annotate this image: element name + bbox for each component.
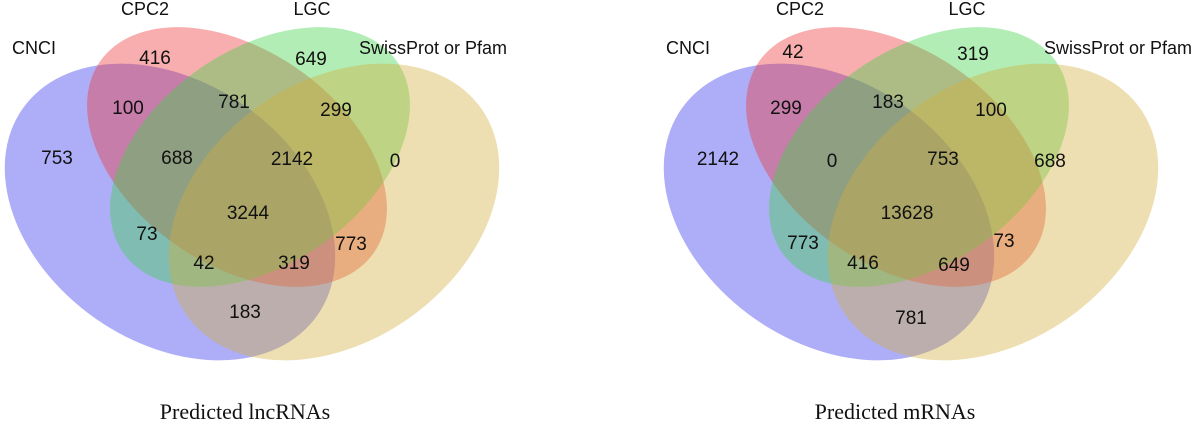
set-label-swissprot-pfam: SwissProt or Pfam <box>1044 38 1192 58</box>
region-value: 688 <box>161 148 193 169</box>
region-value: 649 <box>938 255 970 276</box>
ellipse-swissprot-pfam <box>168 63 500 361</box>
panel-title-mrna: Predicted mRNAs <box>815 399 976 423</box>
set-label-cnci: CNCI <box>12 38 56 58</box>
region-value: 100 <box>975 100 1007 121</box>
region-value: 781 <box>218 92 250 113</box>
region-value: 42 <box>193 253 214 274</box>
region-value: 0 <box>827 151 838 172</box>
set-label-lgc: LGC <box>293 0 330 19</box>
region-values: 753 416 649 0 100 781 299 688 2142 3244 … <box>41 48 400 323</box>
region-value: 773 <box>787 233 819 254</box>
region-value: 100 <box>112 98 144 119</box>
panel-title-lncrna: Predicted lncRNAs <box>160 399 330 423</box>
ellipse-cpc2 <box>87 27 387 287</box>
ellipse-cnci <box>4 63 336 361</box>
region-value: 753 <box>927 149 959 170</box>
set-label-cpc2: CPC2 <box>121 0 169 19</box>
region-value: 2142 <box>697 149 739 170</box>
region-value: 773 <box>335 234 367 255</box>
set-label-swissprot-pfam: SwissProt or Pfam <box>359 38 507 58</box>
set-label-cnci: CNCI <box>666 38 710 58</box>
ellipse-lgc <box>110 27 410 287</box>
set-label-cpc2: CPC2 <box>776 0 824 19</box>
region-value: 183 <box>872 92 904 113</box>
ellipse-lgc <box>769 27 1069 287</box>
region-value: 319 <box>278 253 310 274</box>
region-value: 416 <box>139 48 171 69</box>
region-value: 688 <box>1034 151 1066 172</box>
region-value: 73 <box>136 224 157 245</box>
set-label-lgc: LGC <box>948 0 985 19</box>
ellipse-swissprot-pfam <box>827 63 1159 361</box>
region-value: 299 <box>770 98 802 119</box>
region-value: 299 <box>320 100 352 121</box>
ellipse-cpc2 <box>746 27 1046 287</box>
region-value: 13628 <box>881 203 934 224</box>
region-value: 753 <box>41 148 73 169</box>
region-value: 3244 <box>227 203 270 224</box>
region-value: 416 <box>847 253 879 274</box>
region-value: 183 <box>229 302 261 323</box>
region-value: 319 <box>957 44 989 65</box>
region-value: 73 <box>993 231 1014 252</box>
venn-panel-mrna: CNCI CPC2 LGC SwissProt or Pfam 2142 42 … <box>663 0 1192 423</box>
region-value: 781 <box>895 308 927 329</box>
venn-panel-lncrna: CNCI CPC2 LGC SwissProt or Pfam 753 416 … <box>4 0 507 423</box>
region-value: 42 <box>782 42 803 63</box>
ellipse-cnci <box>663 63 995 361</box>
region-value: 2142 <box>271 149 313 170</box>
region-values: 2142 42 319 688 299 183 100 0 753 13628 … <box>697 42 1066 329</box>
region-value: 649 <box>295 49 327 70</box>
region-value: 0 <box>390 151 401 172</box>
